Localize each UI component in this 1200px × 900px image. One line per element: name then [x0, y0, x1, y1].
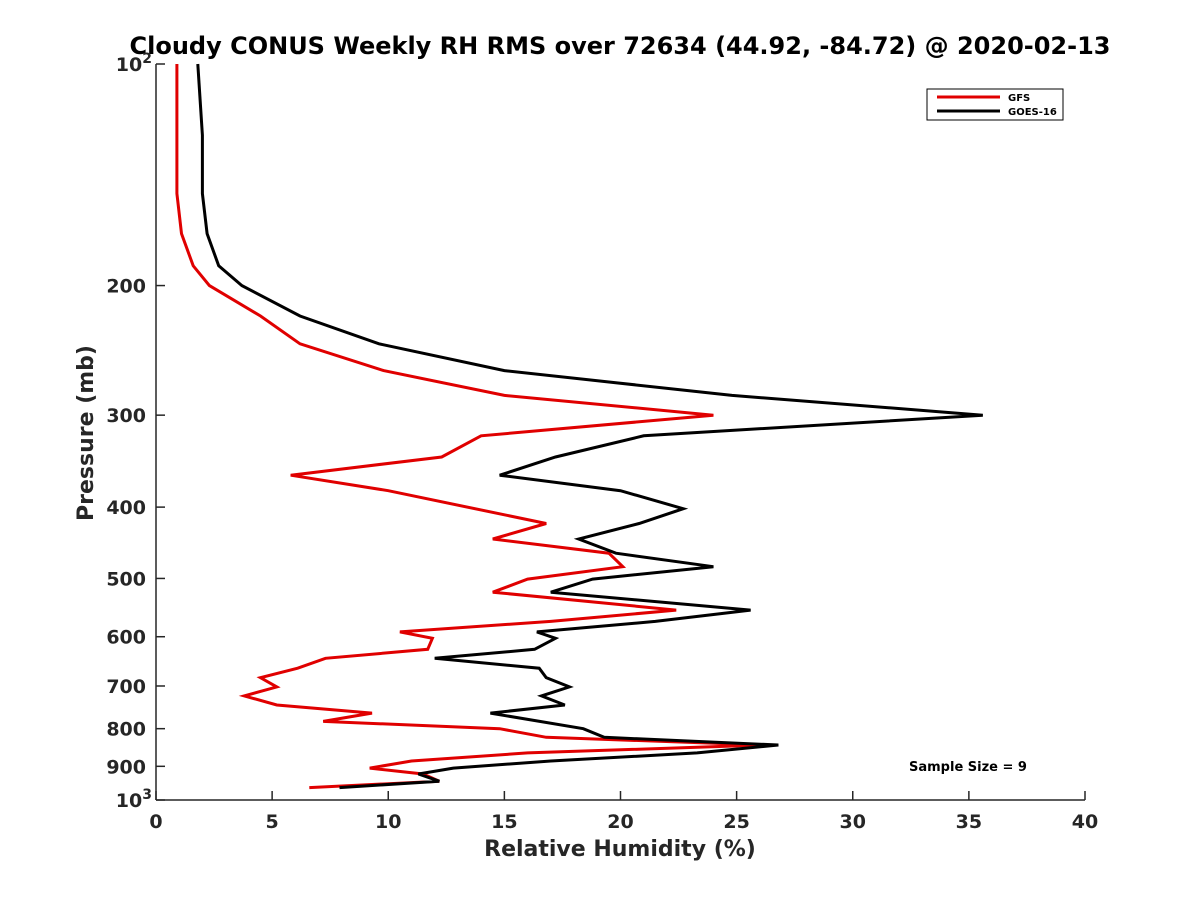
x-tick-label: 40	[1072, 811, 1098, 833]
chart-title: Cloudy CONUS Weekly RH RMS over 72634 (4…	[130, 32, 1111, 60]
y-tick-label: 102	[116, 51, 152, 76]
series-line-goes-16	[196, 63, 983, 790]
series-line-gfs	[175, 64, 765, 790]
y-tick-label: 103	[116, 787, 152, 812]
x-axis-ticks: 0 5 10 15 20 25 30 35 40	[149, 791, 1098, 833]
y-tick-label: 400	[106, 497, 146, 519]
x-axis-title: Relative Humidity (%)	[484, 837, 756, 862]
y-tick-label: 200	[106, 276, 146, 298]
y-tick-label: 900	[106, 756, 146, 778]
legend-label-goes-16: GOES-16	[1008, 107, 1057, 118]
y-tick-label: 700	[106, 676, 146, 698]
legend: GFS GOES-16	[926, 88, 1064, 121]
x-tick-label: 5	[266, 811, 279, 833]
x-tick-label: 25	[723, 811, 749, 833]
x-tick-label: 35	[956, 811, 982, 833]
x-tick-label: 10	[375, 811, 401, 833]
sample-size-annotation: Sample Size = 9	[909, 760, 1027, 775]
y-tick-label: 300	[106, 405, 146, 427]
y-tick-label: 500	[106, 568, 146, 590]
x-tick-label: 0	[149, 811, 162, 833]
legend-label-gfs: GFS	[1008, 93, 1030, 104]
y-axis-ticks: 102 200 300 400 500 600 700 800 900 103	[106, 51, 165, 812]
plot-area	[175, 63, 983, 790]
y-tick-label: 600	[106, 627, 146, 649]
y-axis-title: Pressure (mb)	[74, 345, 99, 521]
y-tick-label: 800	[106, 719, 146, 741]
legend-box	[926, 88, 1064, 121]
x-tick-label: 15	[491, 811, 517, 833]
x-tick-label: 20	[607, 811, 633, 833]
x-tick-label: 30	[840, 811, 866, 833]
